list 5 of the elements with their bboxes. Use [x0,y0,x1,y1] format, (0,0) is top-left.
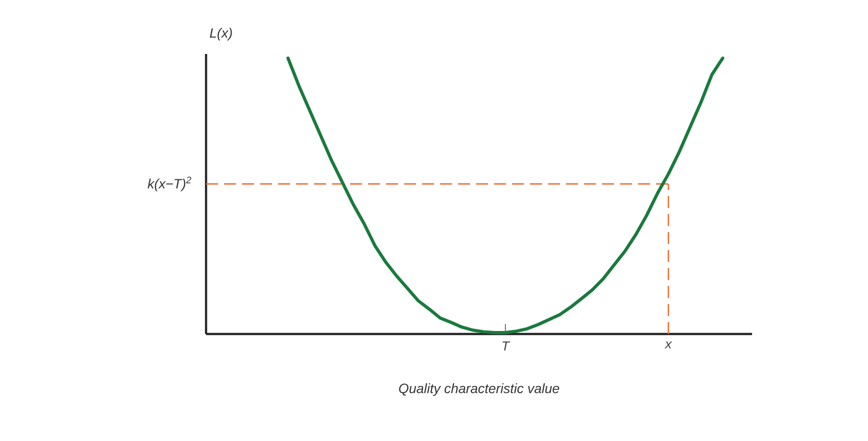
x-axis-title: Quality characteristic value [399,383,560,396]
y-axis-title: L(x) [210,28,232,40]
ref-line-label: k(x−T)$^{2}$ [148,176,192,192]
x-tick-label: x [664,342,672,348]
x-tick-label: T [502,342,510,350]
